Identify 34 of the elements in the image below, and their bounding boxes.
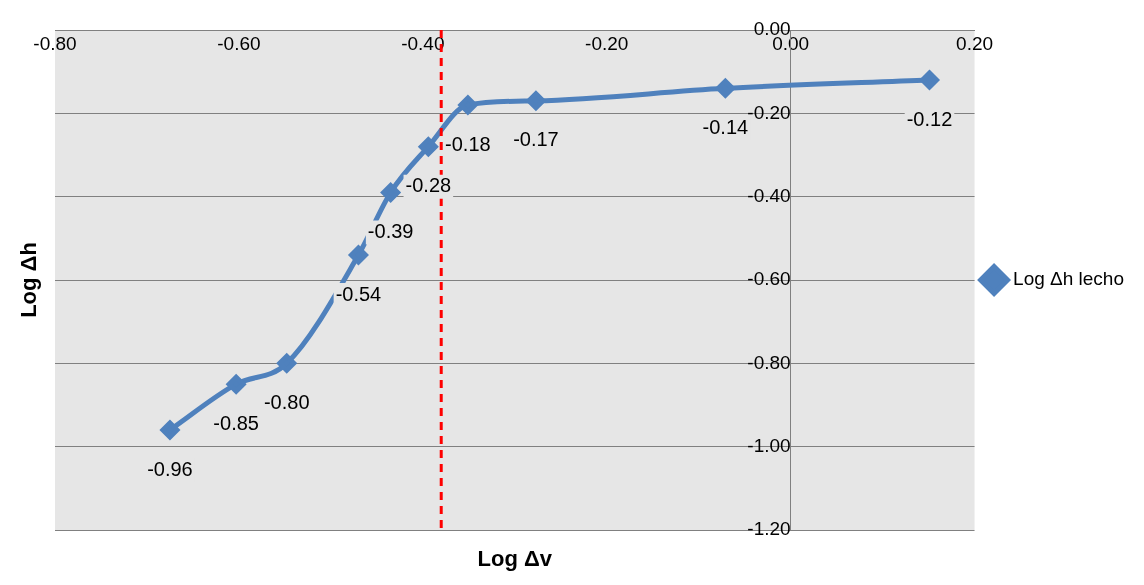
y-tick-label: -1.20: [747, 518, 791, 540]
data-label: -0.39: [367, 220, 414, 243]
data-label: -0.18: [445, 132, 491, 155]
y-axis-title: Log Δh: [16, 242, 42, 318]
data-label: -0.12: [906, 107, 953, 130]
point: [526, 91, 546, 111]
x-tick-label: -0.60: [217, 32, 261, 54]
point: [715, 78, 735, 98]
y-tick-label: -0.40: [747, 184, 791, 206]
y-tick-label: -0.80: [747, 351, 791, 373]
y-tick-label: -0.20: [747, 101, 791, 123]
x-tick-label: -0.80: [33, 32, 77, 54]
y-tick-label: -1.00: [747, 434, 791, 456]
data-label: -0.17: [513, 128, 559, 151]
data-label: -0.96: [147, 457, 193, 480]
data-label: -0.85: [213, 411, 259, 434]
y-tick-label: -0.60: [747, 268, 791, 290]
point: [458, 95, 478, 115]
data-label: -0.14: [702, 115, 749, 138]
x-tick-label: -0.40: [401, 32, 445, 54]
point: [277, 353, 297, 373]
point: [348, 245, 368, 265]
point: [418, 137, 438, 157]
x-tick-label: -0.20: [585, 32, 629, 54]
x-axis-title: Log Δv: [477, 546, 553, 572]
data-label: -0.54: [335, 282, 382, 305]
data-label: -0.28: [405, 174, 452, 197]
point: [160, 420, 180, 440]
data-label: -0.80: [263, 390, 310, 413]
x-tick-label: 0.20: [956, 32, 994, 54]
legend-label: Log Δh lecho: [1013, 268, 1125, 290]
point: [226, 374, 246, 394]
point: [381, 183, 401, 202]
point: [920, 70, 939, 90]
